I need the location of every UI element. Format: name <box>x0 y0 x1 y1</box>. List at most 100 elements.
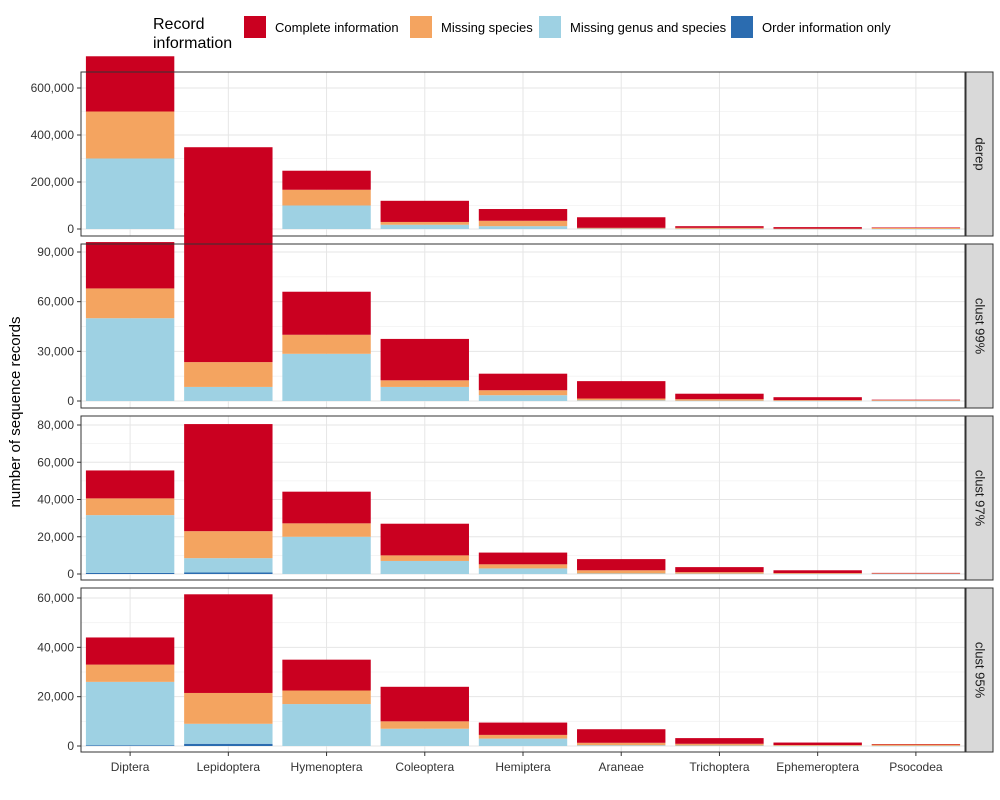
bar-segment-psocodea-missing-species <box>871 400 961 401</box>
y-tick-label: 0 <box>67 567 74 581</box>
bar-segment-coleoptera-missing-genus-and-species <box>380 386 469 401</box>
bar-segment-lepidoptera-missing-genus-and-species <box>184 723 273 744</box>
bar-segment-hemiptera-missing-genus-and-species <box>478 738 568 746</box>
x-tick-label: Ephemeroptera <box>776 760 859 774</box>
bar-segment-hemiptera-complete-information <box>478 373 568 391</box>
x-tick-label: Araneae <box>599 760 645 774</box>
bar-segment-psocodea-missing-genus-and-species <box>871 573 961 575</box>
y-tick-label: 600,000 <box>31 81 75 95</box>
bar-segment-araneae-missing-species <box>577 570 666 574</box>
bar-segment-ephemeroptera-missing-genus-and-species <box>773 745 862 747</box>
bar-segment-trichoptera-complete-information <box>675 226 764 228</box>
bar-segment-hemiptera-missing-species <box>478 564 568 569</box>
bar-segment-hemiptera-missing-species <box>478 220 568 227</box>
bar-segment-psocodea-missing-species <box>871 227 961 229</box>
x-tick-label: Hemiptera <box>495 760 551 774</box>
bar-segment-hymenoptera-missing-genus-and-species <box>282 205 371 229</box>
bar-segment-psocodea-complete-information <box>871 227 961 228</box>
bar-segment-coleoptera-complete-information <box>380 338 469 381</box>
bar-segment-hemiptera-missing-genus-and-species <box>478 568 568 574</box>
bar-segment-coleoptera-missing-genus-and-species <box>380 560 469 574</box>
x-tick-label: Psocodea <box>889 760 943 774</box>
y-tick-label: 0 <box>67 394 74 408</box>
bar-segment-lepidoptera-complete-information <box>184 424 273 532</box>
panel-border <box>80 243 966 409</box>
bar-segment-trichoptera-missing-species <box>675 399 764 401</box>
x-tick-label: Diptera <box>111 760 150 774</box>
bar-segment-trichoptera-missing-species <box>675 743 764 746</box>
panel-2: 0 20,000 40,000 60,000 80,000 clust 97% <box>37 415 994 581</box>
legend-swatch-3 <box>731 16 753 38</box>
bar-segment-hymenoptera-complete-information <box>282 291 371 335</box>
y-tick-label: 60,000 <box>37 591 74 605</box>
bar-segment-coleoptera-missing-genus-and-species <box>380 728 469 746</box>
x-tick-label: Trichoptera <box>689 760 750 774</box>
legend-entry-label-3: Order information only <box>762 20 891 35</box>
bar-segment-hymenoptera-missing-genus-and-species <box>282 536 371 574</box>
facet-strip-label: clust 99% <box>973 298 988 355</box>
bar-segment-lepidoptera-complete-information <box>184 213 273 363</box>
bar-segment-trichoptera-missing-species <box>675 572 764 574</box>
bar-segment-coleoptera-missing-species <box>380 380 469 387</box>
bar-segment-psocodea-complete-information <box>871 744 961 745</box>
bar-segment-psocodea-missing-species <box>871 744 961 746</box>
bar-segment-trichoptera-missing-genus-and-species <box>675 573 764 575</box>
y-tick-label: 20,000 <box>37 530 74 544</box>
y-tick-label: 60,000 <box>37 295 74 309</box>
bar-segment-araneae-complete-information <box>577 729 666 743</box>
bar-segment-ephemeroptera-missing-species <box>773 228 862 230</box>
panel-1: 0 30,000 60,000 90,000 clust 99% <box>37 213 994 409</box>
panel-border <box>80 415 966 581</box>
bar-segment-araneae-missing-genus-and-species <box>577 573 666 574</box>
bar-segment-hemiptera-missing-genus-and-species <box>478 226 568 229</box>
panel-0: 0 200,000 400,000 600,000 derep <box>31 56 994 237</box>
bar-segment-diptera-complete-information <box>85 637 175 665</box>
bar-segment-coleoptera-complete-information <box>380 200 469 222</box>
x-tick-label: Hymenoptera <box>291 760 363 774</box>
bar-segment-trichoptera-complete-information <box>675 738 764 744</box>
bar-segment-araneae-missing-species <box>577 742 666 746</box>
y-tick-label: 90,000 <box>37 245 74 259</box>
y-tick-label: 80,000 <box>37 418 74 432</box>
bar-segment-hymenoptera-missing-species <box>282 189 371 206</box>
bar-segment-lepidoptera-order-information-only <box>184 572 273 574</box>
legend: Record information Complete information M… <box>153 16 891 52</box>
bar-segment-lepidoptera-complete-information <box>184 147 273 217</box>
y-tick-label: 60,000 <box>37 455 74 469</box>
bar-segment-hemiptera-missing-species <box>478 390 568 396</box>
facet-strip <box>965 243 994 409</box>
bar-segment-hemiptera-complete-information <box>478 209 568 221</box>
bar-segment-hemiptera-complete-information <box>478 552 568 565</box>
bar-segment-hemiptera-complete-information <box>478 722 568 735</box>
legend-swatch-1 <box>410 16 432 38</box>
legend-swatch-0 <box>244 16 266 38</box>
y-tick-label: 30,000 <box>37 344 74 358</box>
bar-segment-coleoptera-complete-information <box>380 686 469 722</box>
legend-title-line-1: Record <box>153 16 205 33</box>
bar-segment-ephemeroptera-missing-genus-and-species <box>773 573 862 575</box>
panel-border <box>80 71 966 237</box>
y-tick-label: 40,000 <box>37 493 74 507</box>
bar-segment-diptera-missing-species <box>85 111 175 159</box>
bar-segment-ephemeroptera-complete-information <box>773 397 862 401</box>
bar-segment-hymenoptera-missing-genus-and-species <box>282 353 371 401</box>
bar-segment-diptera-complete-information <box>85 470 175 499</box>
bar-segment-lepidoptera-missing-species <box>184 362 273 387</box>
facet-strip-label: clust 95% <box>973 642 988 699</box>
bar-segment-hemiptera-missing-species <box>478 734 568 739</box>
bar-segment-ephemeroptera-missing-species <box>773 400 862 401</box>
bar-segment-trichoptera-complete-information <box>675 567 764 573</box>
bar-segment-hymenoptera-complete-information <box>282 170 371 190</box>
facet-strip-label: clust 97% <box>973 470 988 527</box>
bar-segment-coleoptera-complete-information <box>380 523 469 556</box>
bar-segment-coleoptera-missing-species <box>380 721 469 729</box>
y-tick-label: 20,000 <box>37 690 74 704</box>
bar-segment-psocodea-missing-species <box>871 573 961 574</box>
bar-segment-diptera-missing-genus-and-species <box>85 318 175 401</box>
y-axis-label: number of sequence records <box>7 317 24 508</box>
bar-segment-araneae-complete-information <box>577 381 666 399</box>
bar-segment-lepidoptera-order-information-only <box>184 743 273 746</box>
bar-segment-hemiptera-missing-genus-and-species <box>478 395 568 401</box>
bar-segment-diptera-missing-genus-and-species <box>85 515 175 573</box>
bar-segment-psocodea-complete-information <box>871 399 961 401</box>
